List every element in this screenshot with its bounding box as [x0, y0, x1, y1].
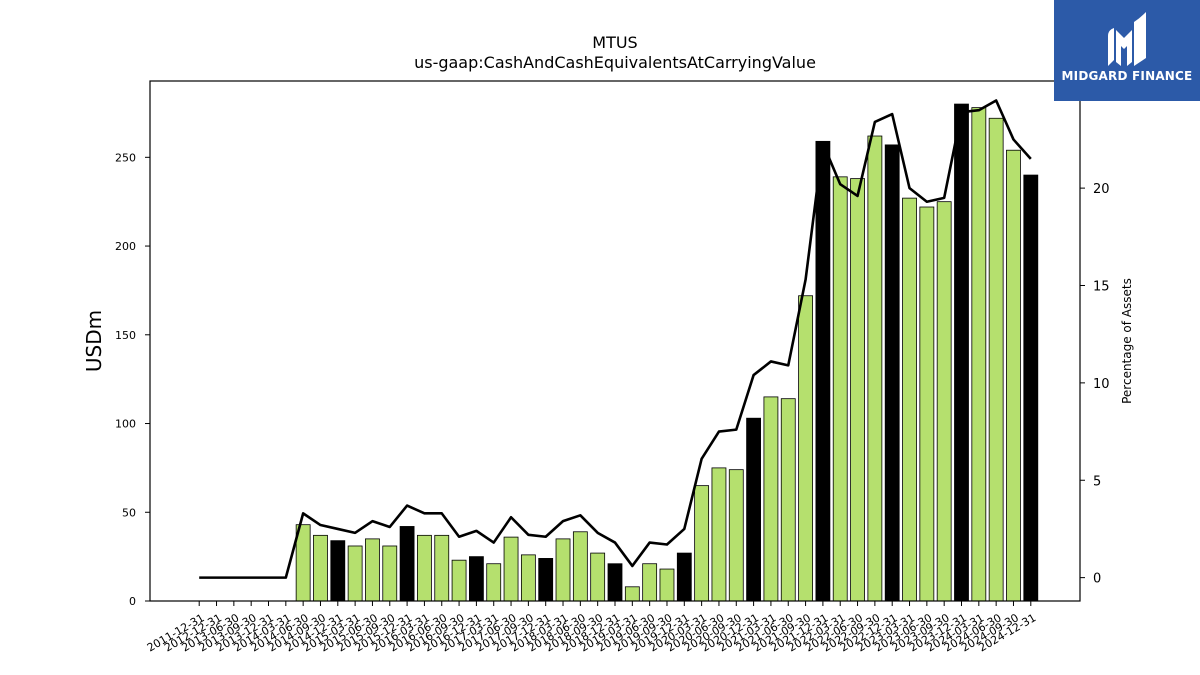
y-axis-right: 0 5 10 15 20 — [1080, 182, 1110, 587]
brand-name: MIDGARD FINANCE — [1061, 69, 1193, 83]
bar-2019-06-30 — [642, 563, 658, 602]
percentage-of-assets-line — [199, 99, 1032, 579]
bar-2016-09-30 — [451, 559, 467, 602]
y2-tick-label: 10 — [1093, 377, 1110, 392]
bar-2020-09-30 — [728, 469, 744, 602]
midgard-logo-icon — [1108, 12, 1146, 66]
bar-2014-12-31 — [330, 540, 346, 602]
bar-2021-09-30 — [798, 295, 813, 602]
bar-2015-12-31 — [399, 526, 415, 602]
y2-tick-label: 20 — [1093, 182, 1110, 197]
y-tick-label: 0 — [129, 595, 136, 608]
y-axis-label: USDm — [82, 310, 106, 372]
bar-2020-06-30 — [711, 467, 727, 602]
bar-2022-12-31 — [884, 144, 900, 602]
y-tick-label: 150 — [115, 329, 136, 342]
y-tick-label: 100 — [115, 418, 136, 431]
bar-2021-12-31 — [815, 140, 831, 602]
chart-subtitle: us-gaap:CashAndCashEquivalentsAtCarrying… — [414, 53, 816, 72]
bar-2024-06-30 — [988, 117, 1004, 602]
bar-2018-06-30 — [572, 531, 588, 602]
bar-2017-12-31 — [538, 558, 554, 602]
bar-2023-06-30 — [919, 206, 935, 602]
chart-title: MTUS — [592, 33, 637, 52]
bar-2024-12-31 — [1023, 174, 1039, 602]
bar-2021-03-31 — [763, 396, 779, 602]
bar-2021-06-30 — [780, 398, 796, 602]
bar-2017-09-30 — [520, 554, 536, 602]
x-axis: 2011-12-312012-12-312013-06-302013-09-30… — [145, 601, 1038, 654]
bar-2017-03-31 — [486, 563, 502, 602]
y-tick-label: 250 — [115, 151, 136, 164]
bar-2022-06-30 — [850, 178, 865, 602]
bar-2023-12-31 — [954, 103, 969, 602]
bar-series — [295, 103, 1039, 602]
bar-2023-03-31 — [902, 197, 917, 602]
bar-2024-03-31 — [971, 107, 987, 602]
bar-2019-03-31 — [624, 586, 640, 602]
bar-2019-12-31 — [676, 552, 692, 602]
bar-2018-03-31 — [555, 538, 571, 602]
bar-2015-03-31 — [347, 545, 363, 602]
bar-2015-06-30 — [365, 538, 380, 602]
bar-2023-09-30 — [936, 201, 952, 602]
bar-2018-12-31 — [607, 563, 623, 602]
bar-2024-09-30 — [1006, 149, 1021, 602]
bar-2022-09-30 — [867, 135, 883, 602]
bar-2022-03-31 — [832, 176, 848, 602]
bar-2016-03-31 — [417, 534, 432, 602]
percentage-line-series — [199, 99, 1032, 579]
bar-2019-09-30 — [659, 568, 675, 602]
bar-2014-09-30 — [313, 534, 328, 602]
bar-2017-06-30 — [503, 536, 519, 602]
y-tick-label: 50 — [122, 506, 136, 519]
y2-tick-label: 5 — [1093, 474, 1101, 489]
bar-2018-09-30 — [590, 552, 606, 602]
brand-logo: MIDGARD FINANCE — [1054, 0, 1200, 101]
bar-2020-03-31 — [694, 485, 710, 602]
bar-2016-12-31 — [468, 556, 484, 602]
bar-2015-09-30 — [382, 545, 398, 602]
bar-2016-06-30 — [434, 534, 450, 602]
y2-axis-label: Percentage of Assets — [1120, 278, 1134, 404]
y-axis-left: 0 50 100 150 200 250 — [115, 151, 150, 608]
y2-tick-label: 15 — [1093, 279, 1110, 294]
y2-tick-label: 0 — [1093, 572, 1101, 587]
bar-2020-12-31 — [746, 417, 761, 602]
y-tick-label: 200 — [115, 240, 136, 253]
